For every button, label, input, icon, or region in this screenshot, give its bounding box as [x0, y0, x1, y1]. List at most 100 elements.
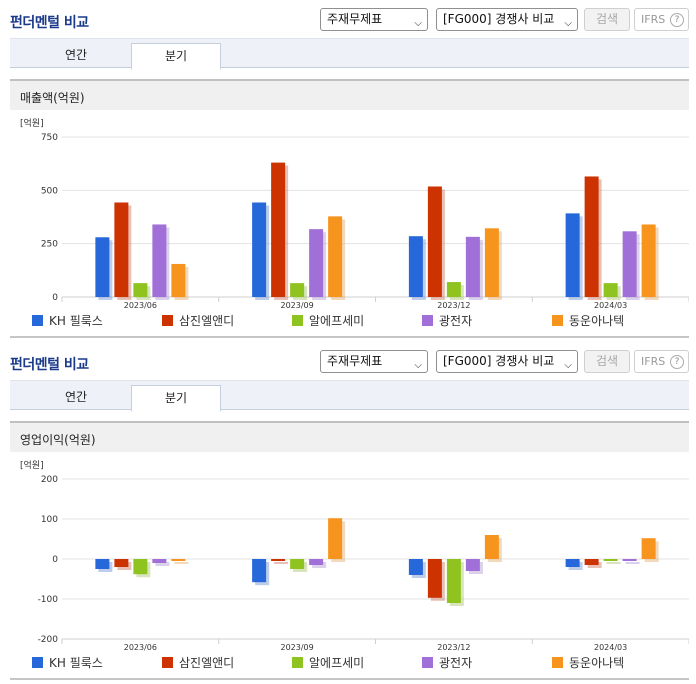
legend-swatch	[32, 657, 43, 668]
x-tick-label: 2023/06	[124, 643, 157, 652]
legend-item[interactable]: KH 필룩스	[32, 311, 103, 331]
tab-quarterly[interactable]: 분기	[131, 385, 221, 412]
revenue-chart-svg: [억원] 0 250 500 750 2023/06 2023/09 2023/12 2024/…	[20, 117, 690, 310]
peer-group-select[interactable]: [FG000] 경쟁사 비교 ⌵	[436, 350, 578, 373]
bar[interactable]	[622, 559, 637, 561]
panel-header: 펀더멘털 비교 주재무제표 ⌵ [FG000] 경쟁사 비교 ⌵ 검색 IFRS…	[0, 342, 696, 380]
bar[interactable]	[271, 559, 286, 561]
bar[interactable]	[584, 176, 599, 297]
bar[interactable]	[95, 237, 110, 297]
legend-item[interactable]: 삼진엘앤디	[162, 311, 234, 331]
bar[interactable]	[465, 559, 480, 571]
bar[interactable]	[252, 559, 267, 583]
peer-group-value: [FG000] 경쟁사 비교	[443, 354, 555, 368]
bar[interactable]	[152, 559, 167, 563]
bar[interactable]	[171, 263, 186, 297]
bar[interactable]	[408, 559, 423, 575]
legend-item[interactable]: 동운아나텍	[552, 311, 624, 331]
revenue-chart: [억원] 0 250 500 750 2023/06 2023/09 2023/12 2024/…	[10, 110, 690, 336]
search-button[interactable]: 검색	[584, 350, 630, 373]
bar[interactable]	[133, 283, 148, 297]
legend-swatch	[422, 657, 433, 668]
help-icon[interactable]: ?	[670, 355, 684, 369]
operating-profit-chart-svg: [억원] -200 -100 0 100 200 2023/06 2023/09 2023/12…	[20, 459, 690, 652]
y-tick-label: 100	[41, 515, 58, 525]
legend-label: 삼진엘앤디	[179, 314, 235, 328]
bar-shadow	[155, 562, 170, 566]
y-tick-label: 750	[41, 133, 58, 143]
bar[interactable]	[565, 213, 580, 297]
bar[interactable]	[309, 559, 324, 565]
bar[interactable]	[603, 283, 618, 297]
bar[interactable]	[95, 559, 110, 569]
legend-item[interactable]: 알에프세미	[292, 653, 364, 673]
unit-label: [억원]	[20, 117, 44, 129]
bar[interactable]	[152, 224, 167, 297]
bar[interactable]	[465, 236, 480, 297]
bar-shadow	[274, 562, 289, 564]
legend-item[interactable]: KH 필룩스	[32, 653, 103, 673]
panel-title: 펀더멘털 비교	[10, 15, 89, 31]
legend-label: 동운아나텍	[569, 314, 625, 328]
chart-subtitle: 영업이익(억원)	[20, 433, 96, 447]
bar[interactable]	[271, 162, 286, 297]
legend-label: 동운아나텍	[569, 656, 625, 670]
bar[interactable]	[565, 559, 580, 567]
y-tick-label: 250	[41, 240, 58, 250]
legend-item[interactable]: 광전자	[422, 653, 472, 673]
bar[interactable]	[171, 559, 186, 561]
legend-item[interactable]: 동운아나텍	[552, 653, 624, 673]
y-tick-label: 200	[41, 475, 58, 485]
tab-annual[interactable]: 연간	[64, 48, 88, 62]
statement-type-select[interactable]: 주재무제표 ⌵	[320, 8, 428, 31]
bar[interactable]	[328, 518, 343, 559]
bar[interactable]	[446, 559, 461, 603]
bar[interactable]	[133, 559, 148, 575]
bar[interactable]	[446, 282, 461, 297]
x-tick-label: 2024/03	[594, 301, 627, 310]
bar[interactable]	[114, 202, 129, 297]
ifrs-label: IFRS	[641, 13, 666, 26]
search-button[interactable]: 검색	[584, 8, 630, 31]
peer-group-select[interactable]: [FG000] 경쟁사 비교 ⌵	[436, 8, 578, 31]
tab-quarterly[interactable]: 분기	[131, 43, 221, 70]
legend-item[interactable]: 알에프세미	[292, 311, 364, 331]
bar[interactable]	[484, 535, 499, 559]
legend-label: 광전자	[439, 656, 473, 670]
help-icon[interactable]: ?	[670, 13, 684, 27]
bar[interactable]	[427, 559, 442, 598]
bar[interactable]	[290, 283, 305, 297]
bar[interactable]	[641, 224, 656, 297]
panel-header: 펀더멘털 비교 주재무제표 ⌵ [FG000] 경쟁사 비교 ⌵ 검색 IFRS…	[0, 0, 696, 38]
ifrs-button[interactable]: IFRS ?	[634, 8, 689, 31]
bar[interactable]	[584, 559, 599, 565]
bar[interactable]	[114, 559, 129, 567]
bar[interactable]	[328, 216, 343, 297]
chevron-down-icon: ⌵	[564, 18, 572, 29]
bar[interactable]	[427, 186, 442, 297]
chart-subtitle: 매출액(억원)	[20, 91, 85, 105]
tab-annual[interactable]: 연간	[64, 390, 88, 404]
statement-type-select[interactable]: 주재무제표 ⌵	[320, 350, 428, 373]
bar[interactable]	[641, 538, 656, 559]
legend-swatch	[292, 657, 303, 668]
x-tick-label: 2023/12	[437, 301, 470, 310]
legend-swatch	[292, 315, 303, 326]
divider	[10, 336, 689, 338]
bar[interactable]	[603, 559, 618, 561]
operating-profit-chart: [억원] -200 -100 0 100 200 2023/06 2023/09 2023/12…	[10, 452, 690, 678]
bar[interactable]	[622, 231, 637, 297]
y-tick-label: 500	[41, 186, 58, 196]
bar[interactable]	[290, 559, 305, 569]
legend-item[interactable]: 광전자	[422, 311, 472, 331]
revenue-panel: 펀더멘털 비교 주재무제표 ⌵ [FG000] 경쟁사 비교 ⌵ 검색 IFRS…	[0, 0, 696, 338]
ifrs-button[interactable]: IFRS ?	[634, 350, 689, 373]
legend-label: 삼진엘앤디	[179, 656, 235, 670]
legend-item[interactable]: 삼진엘앤디	[162, 653, 234, 673]
bar[interactable]	[252, 202, 267, 297]
bar[interactable]	[408, 236, 423, 297]
bar[interactable]	[309, 229, 324, 297]
x-tick-label: 2024/03	[594, 643, 627, 652]
legend-label: 알에프세미	[309, 314, 365, 328]
bar[interactable]	[484, 228, 499, 297]
